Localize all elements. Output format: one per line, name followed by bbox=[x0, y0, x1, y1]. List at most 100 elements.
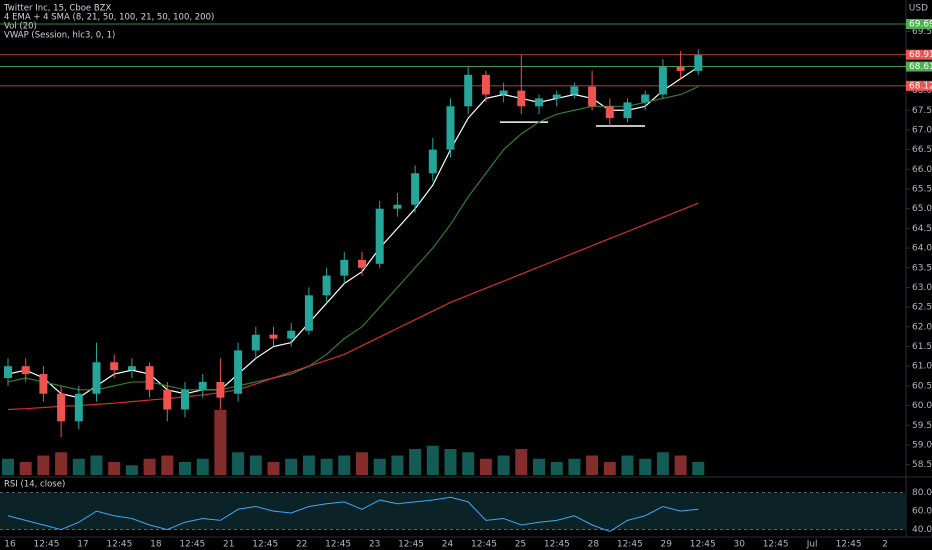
x-tick-label: Jul bbox=[806, 540, 818, 550]
y-tick-label: 61.00 bbox=[912, 362, 932, 372]
volume-bar bbox=[302, 455, 315, 475]
volume-bar bbox=[267, 462, 280, 475]
x-tick-label: 30 bbox=[733, 540, 745, 550]
candle-body bbox=[605, 106, 614, 119]
candle-body bbox=[163, 389, 172, 410]
candle-body bbox=[127, 366, 136, 371]
volume-bar bbox=[497, 455, 510, 475]
candle-body bbox=[74, 393, 83, 422]
candle-body bbox=[393, 204, 402, 209]
volume-bar bbox=[426, 445, 439, 475]
y-tick-label: 60.00 bbox=[912, 401, 932, 411]
volume-bar bbox=[692, 462, 705, 475]
y-tick-label: 66.50 bbox=[912, 145, 932, 155]
ma-line bbox=[7, 202, 699, 411]
chart-title: Twitter Inc, 15, Cboe BZX bbox=[3, 4, 111, 14]
indicator-label: Vol (20) bbox=[4, 22, 37, 32]
y-tick-label: 63.00 bbox=[912, 283, 932, 293]
y-tick-label: 64.50 bbox=[912, 224, 932, 234]
volume-bar bbox=[639, 458, 652, 475]
volume-bar bbox=[356, 452, 368, 475]
volume-bar bbox=[550, 462, 563, 475]
volume-bar bbox=[568, 458, 581, 475]
candle-body bbox=[322, 275, 331, 296]
candle-body bbox=[57, 393, 66, 422]
x-tick-label: 28 bbox=[588, 540, 600, 550]
y-tick-label: 58.50 bbox=[912, 460, 932, 470]
volume-bar bbox=[108, 462, 121, 475]
candle-body bbox=[375, 208, 384, 264]
candle-body bbox=[446, 106, 455, 150]
volume-bar bbox=[37, 455, 50, 475]
candle-body bbox=[411, 173, 420, 205]
indicator-label: 4 EMA + 4 SMA (8, 21, 50, 100, 21, 50, 1… bbox=[4, 13, 214, 23]
x-tick-label: 18 bbox=[150, 540, 162, 550]
candle-body bbox=[481, 74, 490, 95]
x-tick-label: 12:45 bbox=[398, 540, 424, 550]
volume-bar bbox=[19, 462, 32, 475]
rsi-label: RSI (14, close) bbox=[4, 480, 65, 490]
x-tick-label: 24 bbox=[442, 540, 454, 550]
volume-bar bbox=[232, 452, 245, 475]
ma-line bbox=[7, 86, 699, 391]
y-tick-label: 68.00 bbox=[912, 86, 932, 96]
x-tick-label: 2 bbox=[882, 540, 888, 550]
y-tick-label: 62.50 bbox=[912, 303, 932, 313]
x-tick-label: 16 bbox=[4, 540, 16, 550]
candle-body bbox=[676, 66, 685, 71]
candle-body bbox=[234, 350, 243, 394]
candle-body bbox=[269, 334, 278, 339]
y-tick-label: 64.00 bbox=[912, 244, 932, 254]
volume-bar bbox=[462, 452, 475, 475]
candle-body bbox=[39, 374, 48, 394]
volume-bar bbox=[249, 455, 262, 475]
candle-body bbox=[535, 98, 543, 107]
candle-body bbox=[552, 94, 561, 99]
y-tick-label: 59.00 bbox=[912, 440, 932, 450]
y-tick-label: 61.50 bbox=[912, 342, 932, 352]
y-tick-label: 63.50 bbox=[912, 263, 932, 273]
y-tick-label: 59.50 bbox=[912, 421, 932, 431]
y-tick-label: 65.50 bbox=[912, 185, 932, 195]
volume-bar bbox=[444, 449, 457, 475]
volume-bar bbox=[179, 462, 191, 475]
x-tick-label: 12:45 bbox=[252, 540, 278, 550]
x-tick-label: 21 bbox=[223, 540, 234, 550]
candle-body bbox=[304, 295, 313, 331]
volume-bar bbox=[586, 455, 599, 475]
volume-bar bbox=[391, 455, 404, 475]
volume-bar bbox=[143, 458, 156, 475]
x-tick-label: 12:45 bbox=[179, 540, 205, 550]
volume-bar bbox=[214, 410, 227, 475]
x-tick-label: 12:45 bbox=[763, 540, 789, 550]
candle-body bbox=[570, 86, 579, 95]
rsi-tick-label: 60.00 bbox=[912, 507, 932, 517]
level-label: 69.69 bbox=[909, 20, 932, 30]
volume-bar bbox=[533, 458, 545, 475]
x-tick-label: 12:45 bbox=[325, 540, 351, 550]
rsi-tick-label: 40.00 bbox=[912, 525, 932, 535]
ma-line bbox=[7, 66, 699, 399]
level-tag bbox=[906, 49, 932, 60]
candle-body bbox=[92, 362, 101, 394]
candle-body bbox=[4, 366, 12, 378]
y-tick-label: 66.00 bbox=[912, 165, 932, 175]
candle-body bbox=[251, 334, 260, 351]
volume-bar bbox=[196, 458, 209, 475]
volume-bar bbox=[603, 462, 616, 475]
volume-bar bbox=[72, 458, 85, 475]
x-tick-label: 25 bbox=[515, 540, 526, 550]
volume-bar bbox=[656, 452, 669, 475]
candle-body bbox=[517, 90, 526, 107]
y-tick-label: 62.00 bbox=[912, 322, 932, 332]
x-tick-label: 12:45 bbox=[106, 540, 132, 550]
indicator-label: VWAP (Session, hlc3, 0, 1) bbox=[4, 31, 115, 41]
level-label: 68.91 bbox=[909, 50, 932, 60]
candle-body bbox=[464, 74, 473, 107]
candle-body bbox=[588, 86, 597, 107]
volume-bar bbox=[674, 455, 687, 475]
candle-body bbox=[694, 55, 703, 71]
y-tick-label: 67.00 bbox=[912, 125, 932, 135]
